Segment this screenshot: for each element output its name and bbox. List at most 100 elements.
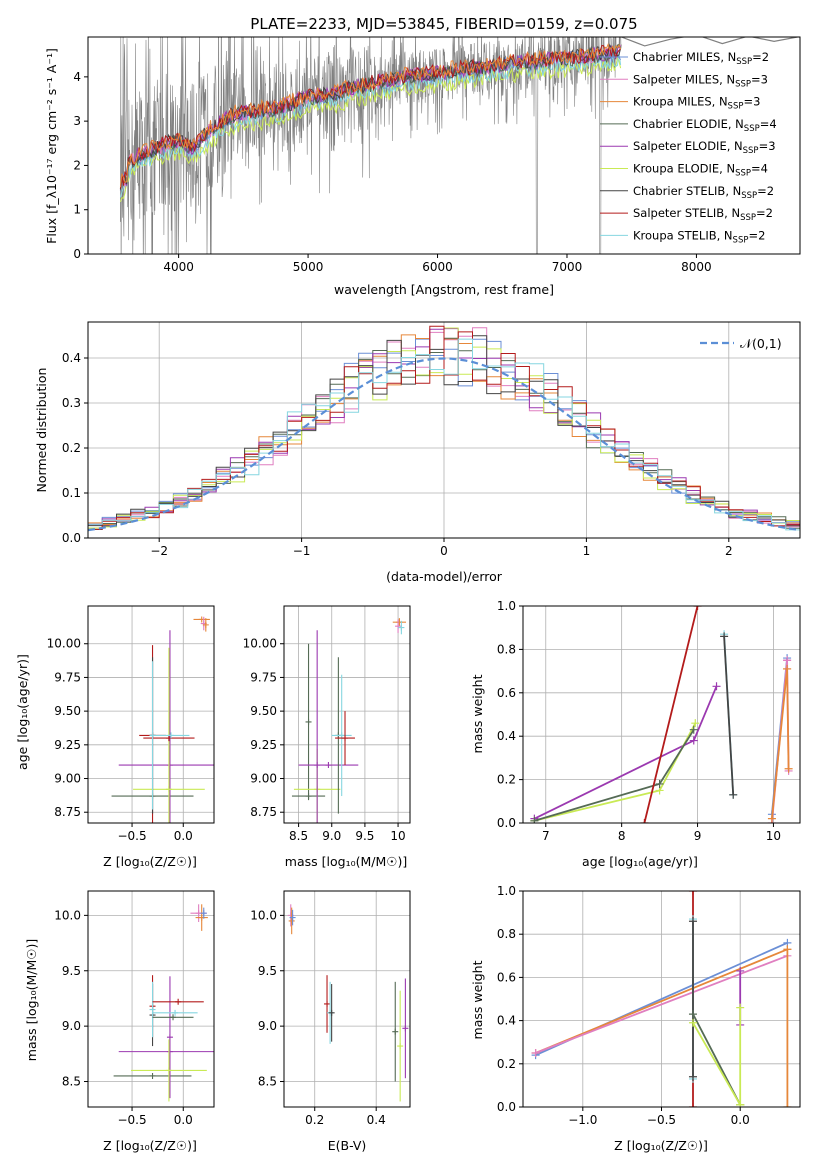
weight-marker — [783, 945, 792, 954]
x-tick-label: 9 — [694, 829, 702, 843]
weight-marker — [783, 656, 792, 665]
data-point — [149, 1006, 156, 1013]
legend-text: Chabrier ELODIE, N — [633, 117, 744, 131]
gaussian-curve — [88, 357, 800, 532]
x-tick-label: −2 — [150, 544, 168, 558]
legend-sub: SSP — [740, 213, 756, 223]
x-tick-label: 9.0 — [322, 829, 341, 843]
spectrum-panel: Flux [f_λ10⁻¹⁷ erg cm⁻² s⁻¹ A⁻¹] wavelen… — [44, 36, 801, 297]
data-point — [172, 1009, 179, 1016]
legend-suffix: =3 — [751, 72, 768, 86]
data-point — [402, 1025, 409, 1032]
data-point — [342, 735, 349, 742]
weight-marker — [693, 606, 702, 610]
legend-suffix: =2 — [757, 184, 774, 198]
x-tick-label: 0.4 — [367, 1113, 386, 1127]
x-tick-label: 0.2 — [305, 1113, 324, 1127]
weight-line-km — [786, 668, 790, 769]
model-spectrum-ce — [119, 44, 622, 191]
data-point — [165, 1067, 172, 1074]
grid — [88, 891, 214, 1107]
weight-line-ke — [692, 1022, 741, 1106]
age-vs-metallicity-panel: age [log₁₀(age/yr)] Z [log₁₀(Z/Z☉)] −0.5… — [15, 605, 215, 869]
axes-frame — [87, 36, 801, 255]
weight-marker — [729, 790, 738, 799]
x-tick-label: 8000 — [681, 260, 712, 274]
weight-marker — [767, 814, 776, 823]
y-tick-label: 1.0 — [497, 884, 516, 898]
age-vs-mass-panel: mass [log₁₀(M/M☉)] 8.5 9.0 9.5 10 8.75 9.00 9.… — [243, 605, 411, 869]
legend-text: Kroupa ELODIE, N — [633, 162, 735, 176]
y-tick-label: 0.8 — [497, 927, 516, 941]
y-tick-label: 0.3 — [62, 396, 81, 410]
weight-marker — [712, 682, 721, 691]
legend-entry: Chabrier MILES, NSSP=2 — [633, 50, 769, 67]
legend-sub: SSP — [741, 191, 757, 201]
p3-xlabel: Z [log₁₀(Z/Z☉)] — [103, 854, 197, 869]
data-point — [397, 1043, 404, 1050]
x-tick-label: −1 — [293, 544, 311, 558]
y-tick-label: 0.0 — [497, 816, 516, 830]
y-tick-label: 1.0 — [497, 599, 516, 613]
axes-frame — [87, 890, 215, 1108]
axes-frame — [283, 605, 411, 824]
spectrum-xlabel: wavelength [Angstrom, rest frame] — [334, 282, 554, 297]
y-tick-label: 8.75 — [250, 805, 277, 819]
data-point — [195, 910, 202, 917]
grid — [284, 606, 410, 823]
data-point — [305, 718, 312, 725]
x-tick-label: 10 — [390, 829, 405, 843]
legend-sub: SSP — [735, 79, 751, 89]
legend-text: Salpeter STELIB, N — [633, 206, 740, 220]
weight-marker — [691, 719, 700, 728]
weight-marker — [736, 966, 745, 975]
plot-area — [291, 618, 407, 823]
x-tick-label: 0 — [440, 544, 448, 558]
y-tick-label: 0.4 — [497, 1014, 516, 1028]
legend-sub: SSP — [736, 57, 752, 67]
axes-frame — [87, 605, 215, 824]
data-point — [288, 917, 295, 924]
legend-sub: SSP — [744, 124, 760, 134]
y-tick-label: 0.8 — [497, 642, 516, 656]
legend-text: Kroupa STELIB, N — [633, 228, 733, 242]
data-point — [167, 732, 174, 739]
p7-xlabel: E(B-V) — [328, 1138, 367, 1153]
legend-suffix: =2 — [748, 228, 765, 242]
weight-line-sm — [535, 954, 788, 1054]
plot-area — [88, 325, 800, 533]
weight-marker — [655, 779, 664, 788]
model-spectrum-cs — [119, 43, 622, 190]
histogram-ks — [88, 338, 800, 533]
p8-xlabel: Z [log₁₀(Z/Z☉)] — [614, 1138, 708, 1153]
weight-line-ss — [643, 606, 699, 823]
weight-marker — [783, 664, 792, 673]
x-tick-label: −0.5 — [117, 829, 146, 843]
model-spectrum-km — [119, 42, 622, 188]
x-tick-label: 1 — [583, 544, 591, 558]
data-point — [149, 732, 156, 739]
residual-xlabel: (data-model)/error — [386, 569, 503, 584]
x-tick-label: 9.5 — [355, 829, 374, 843]
weight-marker — [736, 1100, 745, 1107]
grid — [284, 891, 410, 1107]
legend-text: Salpeter ELODIE, N — [633, 139, 743, 153]
legend-entry: Salpeter ELODIE, NSSP=3 — [633, 139, 776, 156]
legend-entry: Kroupa STELIB, NSSP=2 — [633, 228, 765, 245]
y-tick-label: 9.0 — [62, 1019, 81, 1033]
weight-line-km — [535, 948, 788, 1054]
x-tick-label: −0.5 — [647, 1113, 676, 1127]
spectrum-extension — [621, 37, 798, 47]
legend-suffix: =4 — [760, 117, 777, 131]
y-tick-label: 9.5 — [62, 964, 81, 978]
x-tick-label: 10 — [766, 829, 781, 843]
legend-suffix: =2 — [756, 206, 773, 220]
weight-line-cs — [723, 636, 735, 795]
x-tick-label: 5000 — [293, 260, 324, 274]
data-point — [166, 762, 173, 769]
weight-marker — [688, 917, 697, 926]
y-tick-label: 0.0 — [497, 1100, 516, 1114]
data-point — [165, 786, 172, 793]
axes-frame — [522, 605, 801, 824]
weight-marker — [688, 1018, 697, 1027]
